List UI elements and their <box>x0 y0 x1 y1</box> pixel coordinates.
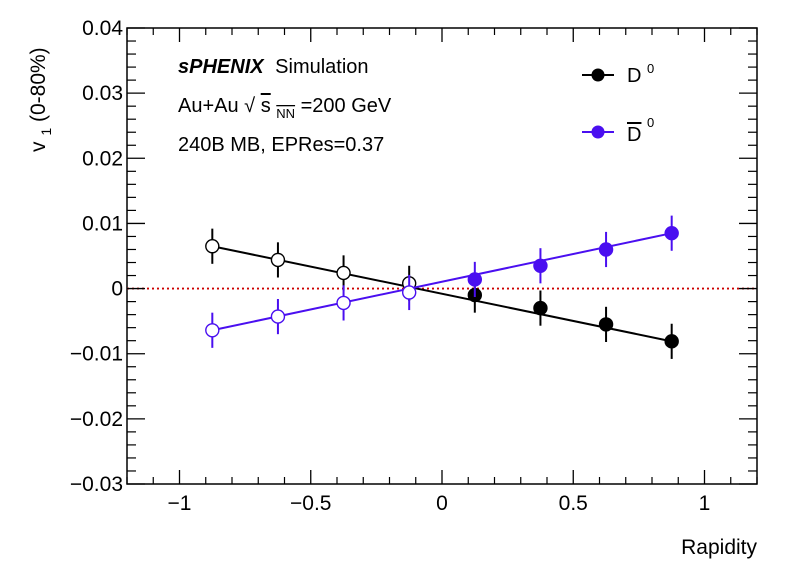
y-tick-label: 0.04 <box>82 17 123 40</box>
series-0-point <box>598 317 614 332</box>
legend-marker-d0 <box>591 68 605 82</box>
series-1-point <box>205 323 220 338</box>
legend-label-d0-base: D <box>627 65 641 87</box>
legend-label-d0bar-base: D <box>627 124 641 146</box>
legend-label-d0bar-sup: 0 <box>647 115 654 130</box>
experiment-label: sPHENIX Simulation <box>178 56 369 78</box>
series-1 <box>205 215 679 348</box>
axis-ticks: −1 −0.5 0 0.5 1 −0.03 −0.02 −0.01 0 0.01 0.02 0.03 0… <box>70 17 758 515</box>
system-prefix: Au+Au <box>178 95 244 117</box>
series-1-point <box>336 295 351 311</box>
series-0-point <box>336 265 351 281</box>
y-tick-label: 0 <box>111 278 123 301</box>
experiment-suffix: Simulation <box>275 56 368 78</box>
y-tick-label: 0.01 <box>82 212 123 235</box>
s-symbol: s <box>261 95 271 117</box>
series-1-point <box>598 242 614 257</box>
series-1-point <box>270 309 286 324</box>
y-tick-label: 0.03 <box>82 82 123 105</box>
series-0-point <box>533 300 548 316</box>
collision-system-label: Au+Au √ s NN =200 GeV <box>178 95 392 123</box>
series-1-fit-line <box>212 232 672 332</box>
y-axis-title-tail: (0-80%) <box>27 47 50 122</box>
series-0-point <box>664 334 679 349</box>
y-tick-label: −0.01 <box>70 343 123 366</box>
series-1-point <box>467 272 483 287</box>
x-tick-label: 1 <box>699 492 711 515</box>
legend-entry-d0: D 0 <box>582 61 654 87</box>
y-tick-label: 0.02 <box>82 147 123 170</box>
system-energy: =200 GeV <box>301 95 392 117</box>
legend-label-d0: D 0 <box>627 61 654 87</box>
series-0-fit-line <box>212 245 672 343</box>
y-axis-title: v 1 (0-80%) <box>27 47 56 152</box>
x-tick-label: −0.5 <box>290 492 331 515</box>
legend-marker-d0bar <box>591 125 605 139</box>
legend: D 0 D 0 <box>582 61 654 146</box>
y-axis-title-sub: 1 <box>38 128 54 136</box>
legend-label-d0bar: D 0 <box>627 115 654 146</box>
s-subscript: NN <box>276 106 295 121</box>
series-1-point <box>664 225 679 241</box>
y-axis-title-main: v <box>27 141 50 152</box>
legend-label-d0-sup: 0 <box>647 61 654 76</box>
series-1-point <box>533 258 548 273</box>
data-series-layer <box>205 215 679 359</box>
y-tick-label: −0.03 <box>70 473 123 496</box>
x-tick-label: −1 <box>168 492 192 515</box>
x-tick-label: 0 <box>436 492 448 515</box>
series-0-point <box>270 252 286 268</box>
sqrt-symbol: √ <box>244 95 255 117</box>
legend-entry-d0bar: D 0 <box>582 115 654 146</box>
y-tick-label: −0.02 <box>70 408 123 431</box>
series-1-point <box>401 285 417 300</box>
stats-label: 240B MB, EPRes=0.37 <box>178 134 384 156</box>
experiment-name: sPHENIX <box>178 56 265 78</box>
x-tick-label: 0.5 <box>559 492 588 515</box>
series-0-point <box>205 239 220 254</box>
x-axis-title: Rapidity <box>681 536 757 559</box>
